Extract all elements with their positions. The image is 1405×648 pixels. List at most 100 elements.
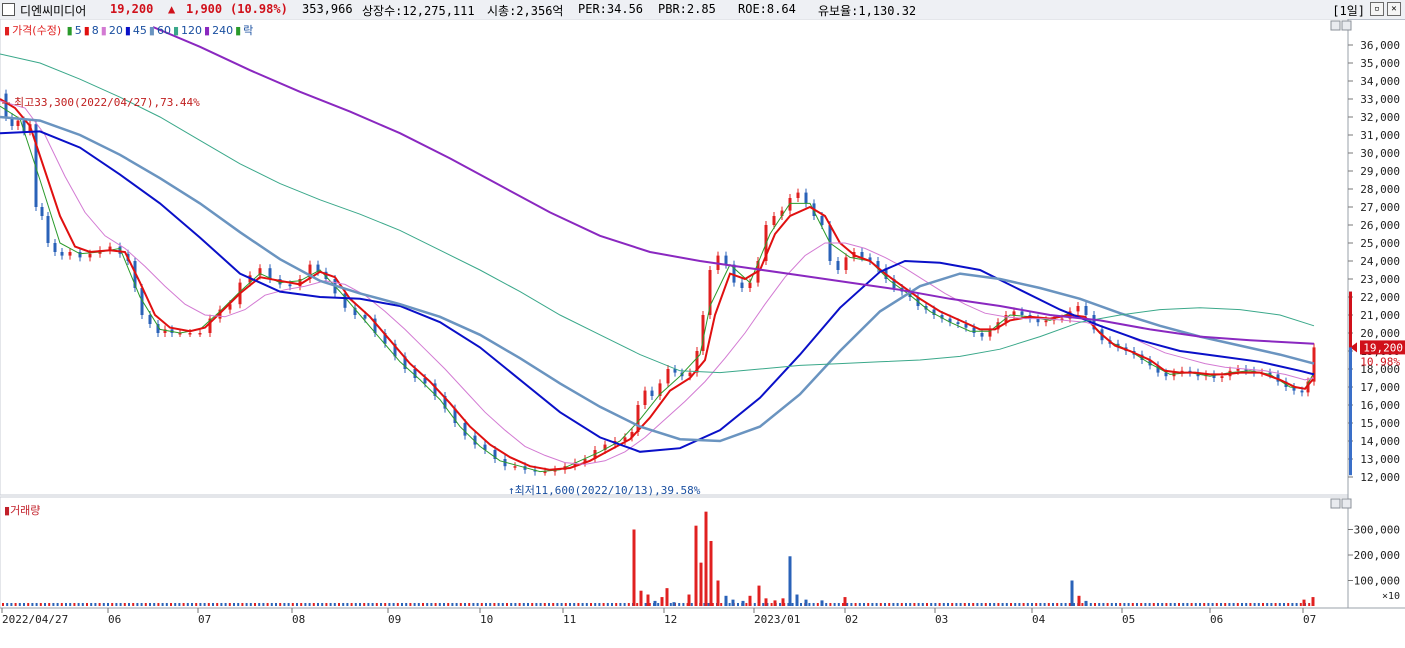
volume-bar-small — [926, 603, 928, 606]
price-tick-label: 33,000 — [1360, 93, 1400, 106]
legend-price-label[interactable]: 가격(수정) — [12, 24, 62, 37]
volume-bar-small — [333, 603, 336, 606]
volume-bar-small — [842, 603, 844, 606]
volume-bar-small — [1140, 603, 1143, 606]
volume-bar-small — [1073, 603, 1075, 606]
close-icon[interactable]: ✕ — [1387, 2, 1401, 16]
x-tick-label: 04 — [1032, 613, 1046, 626]
title-bar: 디엔씨미디어 19,200 ▲ 1,900 (10.98%) 353,966 상… — [0, 0, 1405, 20]
candle-body — [443, 396, 447, 409]
legend-ma-6[interactable]: 240 — [212, 24, 234, 37]
candle-body — [463, 423, 467, 436]
stock-name[interactable]: 디엔씨미디어 — [20, 4, 87, 18]
volume-bar — [709, 540, 713, 606]
price-tick-label: 26,000 — [1360, 219, 1400, 232]
candle-body — [1312, 347, 1316, 382]
candle-body — [1276, 374, 1280, 382]
candle-body — [724, 255, 728, 265]
volume-tick-label: 100,000 — [1354, 575, 1400, 588]
volume-bar-small — [144, 603, 147, 606]
candle-body — [40, 207, 44, 216]
trade-volume: 353,966 — [302, 2, 353, 16]
period-selector[interactable]: [1일] — [1332, 4, 1365, 18]
candle-body — [972, 327, 976, 333]
volume-bar-small — [543, 603, 546, 606]
volume-bar-small — [254, 603, 256, 606]
volume-bar-small — [279, 603, 282, 606]
pbr: PBR:2.85 — [658, 2, 716, 16]
volume-bar-small — [837, 603, 840, 606]
volume-bar-small — [1165, 603, 1168, 606]
candle-body — [513, 466, 517, 468]
volume-bar-small — [1001, 603, 1004, 606]
volume-bar-small — [241, 603, 244, 606]
volume-bar — [804, 599, 808, 606]
legend-ma-7[interactable]: 락 — [243, 24, 254, 37]
legend-ma-0[interactable]: 5 — [74, 24, 82, 37]
legend-ma-marker: ▮ — [124, 24, 131, 37]
candle-body — [188, 333, 192, 335]
candle-body — [956, 322, 960, 324]
candle-body — [908, 291, 912, 297]
legend-ma-3[interactable]: 45 — [132, 24, 147, 37]
volume-bar-small — [648, 603, 651, 606]
price-tick-label: 29,000 — [1360, 165, 1400, 178]
volume-bar-small — [1094, 603, 1096, 606]
volume-bar-small — [1278, 603, 1281, 606]
legend-ma-5[interactable]: 120 — [181, 24, 203, 37]
volume-bar-small — [1236, 603, 1239, 606]
volume-bar — [704, 511, 708, 606]
legend-ma-2[interactable]: 20 — [108, 24, 123, 37]
volume-bar-small — [123, 603, 126, 606]
volume-bar-small — [1215, 603, 1218, 606]
candle-body — [403, 356, 407, 369]
select-checkbox[interactable] — [2, 3, 15, 16]
candle-body — [876, 261, 880, 269]
volume-bar-small — [564, 603, 567, 606]
price-tick-label: 21,000 — [1360, 309, 1400, 322]
volume-bar-small — [1257, 603, 1260, 606]
volume-bar — [1070, 580, 1074, 606]
volume-bar-small — [1123, 603, 1126, 606]
volume-bar-small — [157, 603, 160, 606]
legend-ma-4[interactable]: 60 — [156, 24, 171, 37]
volume-bar-small — [1308, 603, 1311, 606]
candle-body — [780, 210, 784, 216]
candle-body — [483, 444, 487, 450]
volume-bar-small — [1173, 603, 1176, 606]
volume-bar-small — [917, 603, 920, 606]
volume-bar-small — [884, 603, 886, 606]
volume-bar-small — [900, 603, 903, 606]
volume-bar-small — [984, 603, 987, 606]
volume-bar-small — [1220, 603, 1222, 606]
volume-bar-small — [577, 603, 580, 606]
x-tick-label: 12 — [664, 613, 677, 626]
panel-button-icon — [1341, 20, 1352, 31]
volume-bar-small — [119, 603, 122, 606]
volume-bar-small — [934, 603, 937, 606]
restore-icon[interactable]: ▫ — [1370, 2, 1384, 16]
volume-bar-small — [850, 603, 853, 606]
volume-bar-small — [1199, 603, 1201, 606]
volume-bar-small — [606, 603, 609, 606]
legend-volume-label[interactable]: 거래량 — [10, 504, 41, 517]
legend-ma-1[interactable]: 8 — [91, 24, 99, 37]
volume-bar-small — [1005, 603, 1008, 606]
volume-bar-small — [434, 603, 437, 606]
volume-bar-small — [346, 603, 349, 606]
candle-body — [78, 252, 82, 258]
volume-bar-small — [275, 603, 277, 606]
price-change: 1,900 — [186, 2, 223, 16]
volume-bar — [1311, 597, 1315, 606]
price-tick-label: 25,000 — [1360, 237, 1400, 250]
candle-body — [208, 318, 212, 333]
ma-line-45 — [0, 130, 1315, 453]
x-tick-label: 02 — [845, 613, 858, 626]
legend-ma-marker: ▮ — [100, 24, 107, 37]
volume-bar-small — [585, 603, 588, 606]
candle-body — [22, 120, 26, 132]
volume-bar-small — [812, 603, 815, 606]
volume-bar-small — [623, 603, 626, 606]
volume-bar-small — [527, 603, 529, 606]
candle-body — [573, 462, 577, 467]
